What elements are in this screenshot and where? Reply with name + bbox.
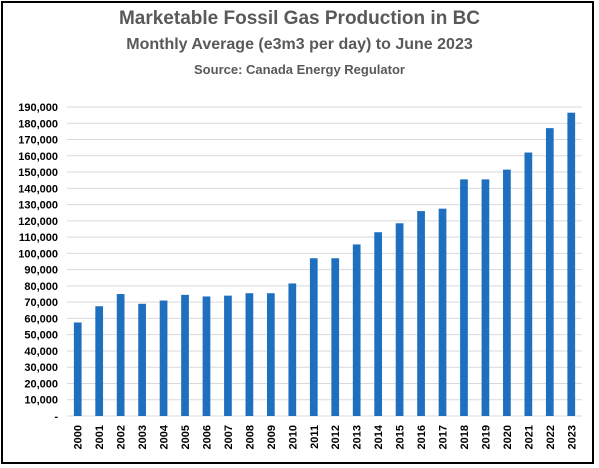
bar-2015 xyxy=(395,223,404,416)
x-tick-label: 2013 xyxy=(352,425,364,449)
y-tick-label: 190,000 xyxy=(18,102,58,114)
x-tick-label: 2005 xyxy=(180,425,192,449)
bar-2020 xyxy=(503,169,511,416)
y-tick-label: 110,000 xyxy=(19,232,58,244)
y-tick-label: 30,000 xyxy=(24,362,58,374)
chart-subtitle: Monthly Average (e3m3 per day) to June 2… xyxy=(126,36,473,53)
y-tick-label: 70,000 xyxy=(24,297,58,309)
bar-2011 xyxy=(309,258,318,416)
y-tick-label: 130,000 xyxy=(18,200,58,212)
bar-2014 xyxy=(374,232,383,416)
x-tick-label: 2017 xyxy=(438,425,450,449)
x-tick-label: 2002 xyxy=(116,425,128,449)
bar-2007 xyxy=(224,295,232,416)
x-tick-label: 2012 xyxy=(330,425,342,449)
x-tick-label: 2011 xyxy=(309,425,321,449)
y-tick-label: 150,000 xyxy=(18,167,58,179)
x-tick-label: 2000 xyxy=(73,425,85,449)
bar-2012 xyxy=(331,258,340,416)
y-tick-label: 170,000 xyxy=(18,135,58,147)
x-tick-label: 2008 xyxy=(244,425,256,449)
bar-2008 xyxy=(245,293,254,416)
bar-2004 xyxy=(159,300,168,416)
x-tick-label: 2020 xyxy=(502,425,514,449)
x-tick-label: 2006 xyxy=(201,425,213,449)
x-tick-label: 2001 xyxy=(94,425,106,449)
bar-2010 xyxy=(288,283,297,416)
bar-2022 xyxy=(545,128,554,417)
x-tick-label: 2019 xyxy=(480,425,492,449)
y-tick-label: 20,000 xyxy=(24,378,58,390)
x-tick-label: 2021 xyxy=(523,425,535,449)
x-tick-label: 2003 xyxy=(137,425,149,449)
x-tick-label: 2016 xyxy=(416,425,428,449)
bar-2016 xyxy=(417,211,425,416)
bar-2021 xyxy=(524,152,533,416)
y-tick-label: - xyxy=(54,411,58,423)
y-tick-label: 120,000 xyxy=(18,216,58,228)
bar-2000 xyxy=(73,322,82,416)
y-tick-label: 180,000 xyxy=(18,118,58,130)
x-tick-label: 2015 xyxy=(395,425,407,449)
bar-2019 xyxy=(481,179,490,416)
bar-2013 xyxy=(352,244,361,416)
x-tick-label: 2014 xyxy=(373,424,385,449)
bar-2003 xyxy=(138,303,146,416)
chart-source: Source: Canada Energy Regulator xyxy=(194,62,405,77)
y-tick-label: 90,000 xyxy=(24,265,58,277)
y-tick-label: 60,000 xyxy=(24,313,58,325)
bar-2002 xyxy=(116,294,125,416)
bar-2018 xyxy=(460,179,468,416)
x-tick-label: 2018 xyxy=(459,425,471,449)
y-tick-label: 100,000 xyxy=(18,248,58,260)
bar-2023 xyxy=(567,112,576,416)
y-tick-label: 160,000 xyxy=(18,151,58,163)
y-tick-label: 50,000 xyxy=(24,330,58,342)
x-tick-label: 2007 xyxy=(223,425,235,449)
y-tick-label: 80,000 xyxy=(24,281,58,293)
x-tick-label: 2022 xyxy=(545,425,557,449)
bar-2005 xyxy=(181,294,189,416)
x-tick-label: 2009 xyxy=(266,425,278,449)
bar-2001 xyxy=(95,306,104,416)
x-tick-label: 2004 xyxy=(159,424,171,449)
x-tick-label: 2010 xyxy=(287,425,299,449)
x-tick-label: 2023 xyxy=(566,425,578,449)
y-tick-label: 140,000 xyxy=(18,183,58,195)
y-tick-label: 40,000 xyxy=(24,346,58,358)
bar-2006 xyxy=(202,296,211,416)
chart-title: Marketable Fossil Gas Production in BC xyxy=(118,8,481,29)
bar-2009 xyxy=(266,293,275,416)
bar-2017 xyxy=(438,208,447,416)
y-tick-label: 10,000 xyxy=(24,395,58,407)
